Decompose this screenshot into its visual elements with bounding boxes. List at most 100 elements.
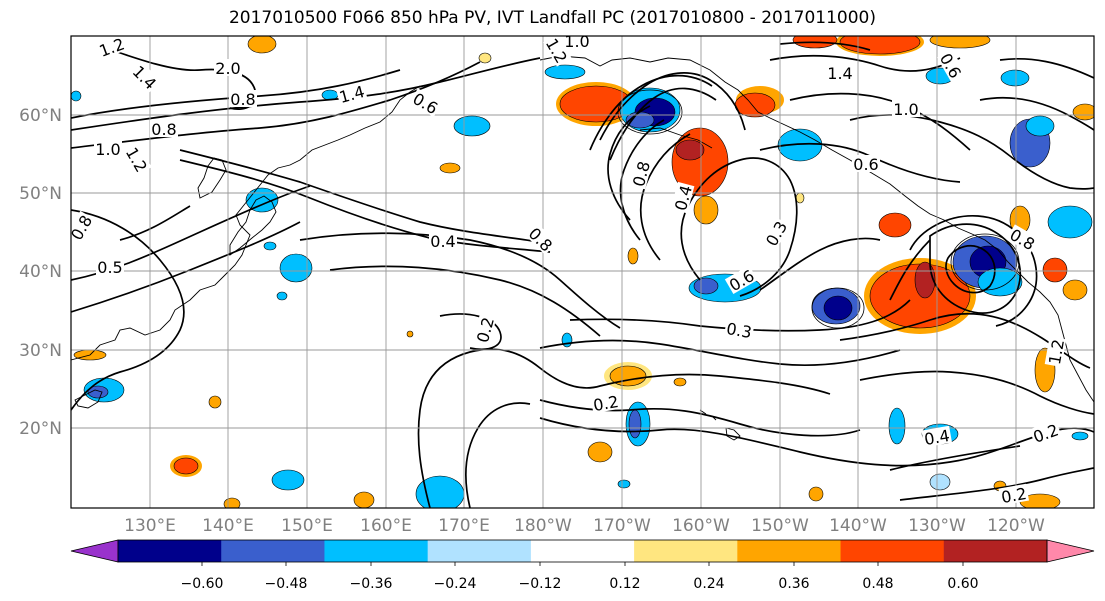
contour-label: 0.8 bbox=[151, 120, 176, 139]
contour-label-bg bbox=[590, 391, 622, 414]
contour-label: 0.8 bbox=[629, 159, 654, 189]
pc-shade bbox=[792, 36, 838, 49]
contour-label-bg bbox=[724, 265, 758, 295]
colorbar-segment bbox=[530, 540, 635, 562]
colorbar-tick-label: −0.60 bbox=[181, 576, 224, 592]
colorbar: −0.60 −0.48 −0.36 −0.24 −0.12 0.12 0.24 0.36 0.4… bbox=[70, 539, 1095, 592]
pc-shade bbox=[279, 253, 313, 283]
pc-shade bbox=[1047, 205, 1093, 239]
pc-shade bbox=[561, 332, 573, 348]
contour-label: 0.4 bbox=[430, 232, 455, 251]
pc-shade bbox=[1072, 103, 1094, 121]
pc-shade bbox=[929, 473, 951, 491]
contour-label-bg bbox=[761, 216, 791, 250]
colorbar-arrow-left bbox=[70, 539, 119, 563]
contour-label: 1.0 bbox=[564, 32, 589, 51]
longitude-label: 160°W bbox=[672, 516, 730, 536]
contour-label: 2.0 bbox=[215, 59, 240, 78]
contour-label: 0.2 bbox=[592, 392, 620, 415]
pc-shade bbox=[439, 162, 461, 174]
contour-label: 0.4 bbox=[671, 183, 696, 213]
map-title: 2017010500 F066 850 hPa PV, IVT Landfall… bbox=[228, 8, 876, 28]
contour-label: 0.2 bbox=[473, 315, 498, 345]
contour-label-bg bbox=[150, 120, 178, 137]
contour-label-bg bbox=[936, 48, 966, 82]
pc-shade bbox=[977, 267, 1023, 297]
pc-shade bbox=[878, 212, 912, 238]
colorbar-segment bbox=[737, 540, 842, 562]
contour-label-bg bbox=[921, 425, 953, 448]
pc-shade bbox=[888, 407, 906, 445]
pc-shading bbox=[71, 36, 1094, 508]
colorbar-segment bbox=[427, 540, 532, 562]
longitude-label: 180°W bbox=[514, 516, 572, 536]
pc-shade bbox=[1071, 431, 1089, 441]
colorbar-tick-label: −0.12 bbox=[519, 576, 562, 592]
pc-shade bbox=[208, 395, 222, 409]
contour-label: 0.8 bbox=[230, 90, 255, 109]
pc-shade bbox=[839, 36, 921, 55]
contour-label-bg bbox=[94, 140, 122, 157]
colorbar-segment bbox=[943, 540, 1048, 562]
contour-label-bg bbox=[214, 59, 242, 76]
contour-label: 0.3 bbox=[762, 218, 791, 250]
contour-label: 1.4 bbox=[827, 64, 852, 83]
contour-label-bg bbox=[409, 88, 443, 118]
contour-label-bg bbox=[826, 64, 854, 81]
pc-shade bbox=[914, 261, 936, 299]
latitude-label: 30°N bbox=[19, 341, 62, 361]
longitude-label: 160°E bbox=[360, 516, 412, 536]
pc-shade bbox=[823, 295, 853, 321]
coastlines bbox=[71, 55, 1094, 441]
colorbar-segment bbox=[840, 540, 945, 562]
longitude-label: 150°E bbox=[281, 516, 333, 536]
colorbar-arrow-right bbox=[1046, 539, 1095, 563]
contour-label: 0.4 bbox=[923, 426, 951, 449]
pc-shade bbox=[263, 241, 277, 251]
pc-shade bbox=[808, 486, 824, 502]
contour-label: 0.5 bbox=[97, 258, 122, 277]
pc-shade bbox=[544, 64, 586, 80]
contour-label: 0.3 bbox=[725, 319, 753, 342]
contour-label: 1.0 bbox=[95, 140, 120, 159]
pc-shade bbox=[1000, 69, 1030, 87]
colorbar-segment bbox=[324, 540, 429, 562]
longitude-label: 130°E bbox=[124, 516, 176, 536]
pc-shade bbox=[1062, 279, 1088, 301]
contour-label: 1.2 bbox=[1045, 338, 1068, 366]
colorbar-tick-label: 0.24 bbox=[693, 576, 724, 592]
latitude-label: 20°N bbox=[19, 419, 62, 439]
contour-label: 1.4 bbox=[129, 62, 160, 93]
latitude-label: 40°N bbox=[19, 262, 62, 282]
contour-label-bg bbox=[1044, 336, 1067, 368]
contour-label-bg bbox=[1029, 419, 1062, 446]
contour-label: 0.6 bbox=[853, 155, 878, 174]
graticule bbox=[71, 36, 1094, 508]
pc-shade bbox=[628, 409, 642, 439]
longitude-label: 170°W bbox=[593, 516, 651, 536]
contour-label-bg bbox=[129, 61, 161, 93]
pc-contour-outlines bbox=[617, 89, 1020, 329]
contour-label-bg bbox=[1006, 224, 1040, 254]
colorbar-tick-label: −0.48 bbox=[265, 576, 308, 592]
colorbar-frame bbox=[117, 539, 1048, 563]
pc-shade bbox=[693, 195, 719, 225]
contour-label-bg bbox=[335, 81, 368, 106]
colorbar-segment bbox=[221, 540, 325, 562]
contour-label-bg bbox=[723, 318, 755, 341]
colorbar-tick-label: −0.36 bbox=[350, 576, 393, 592]
pc-shade bbox=[675, 139, 705, 161]
pc-shade bbox=[71, 90, 82, 102]
colorbar-tick-label: 0.12 bbox=[609, 576, 640, 592]
pc-shade bbox=[353, 491, 375, 508]
latitude-label: 50°N bbox=[19, 184, 62, 204]
contour-label-bg bbox=[71, 210, 96, 244]
contour-label-bg bbox=[429, 232, 457, 249]
longitude-labels: 130°E 140°E 150°E 160°E 170°E 180°W 170°W 160°W… bbox=[124, 516, 1045, 536]
contour-label-bg bbox=[628, 157, 653, 190]
pc-shade bbox=[271, 469, 305, 491]
pc-shade bbox=[673, 377, 687, 387]
pc-shade bbox=[453, 115, 491, 137]
contour-label: 1.2 bbox=[122, 144, 151, 176]
contour-label: 0.6 bbox=[409, 89, 441, 118]
